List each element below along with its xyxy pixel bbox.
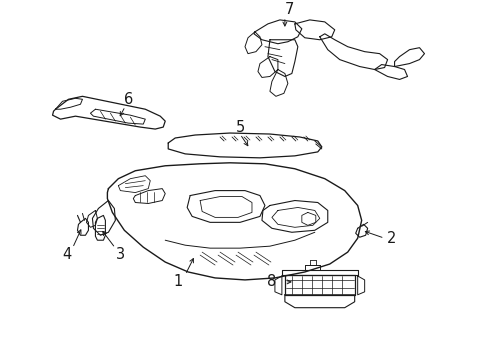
Text: 8: 8 xyxy=(267,274,276,289)
Text: 7: 7 xyxy=(285,3,294,18)
Text: 1: 1 xyxy=(173,274,183,289)
Text: 3: 3 xyxy=(116,247,124,262)
Text: 4: 4 xyxy=(62,247,71,262)
Text: 6: 6 xyxy=(123,92,133,107)
Text: 5: 5 xyxy=(235,120,244,135)
Text: 2: 2 xyxy=(386,231,395,246)
